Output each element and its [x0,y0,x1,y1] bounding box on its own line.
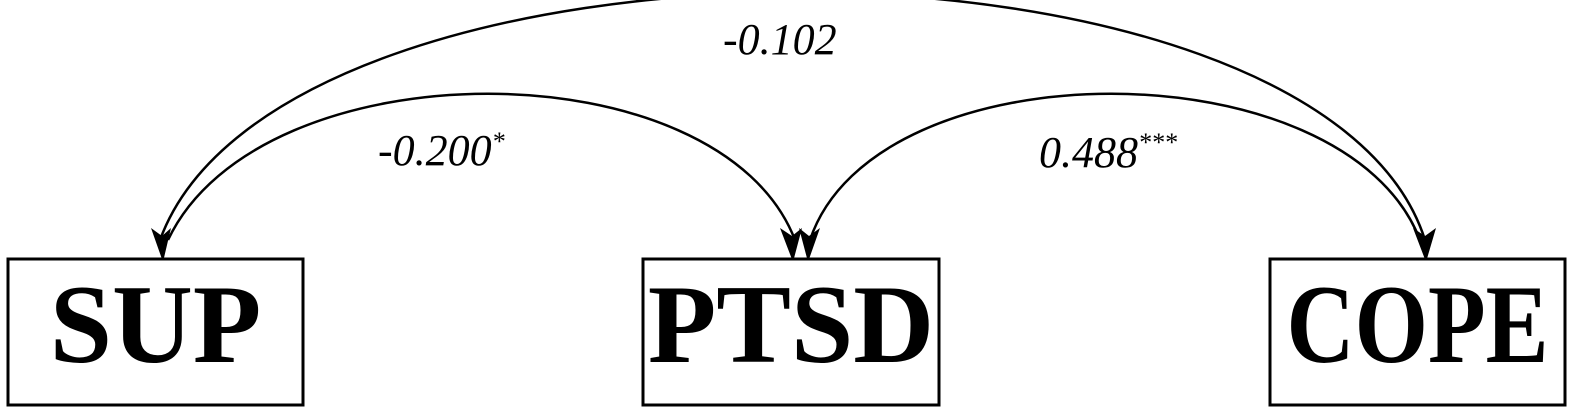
edge-sup-cope [158,0,1427,241]
node-ptsd-box [641,257,941,407]
coef-value: 0.488 [1039,128,1138,177]
coef-value: -0.200 [378,126,492,175]
edge-ptsd-cope [808,92,1422,241]
coef-value: -0.102 [723,15,837,64]
node-cope-box [1268,257,1567,407]
edge-sup-ptsd [166,92,797,241]
node-cope: COPE [1268,257,1567,407]
sig-stars: * [492,127,505,156]
sig-stars: *** [1138,128,1177,157]
coef-sup-cope: -0.102 [723,15,837,64]
arrowhead-ptsd-right [799,228,820,262]
node-sup-box [6,257,305,407]
node-ptsd: PTSD [641,257,941,407]
arrowhead-cope [1413,228,1436,262]
node-cope-label: COPE [1287,263,1549,387]
arrowhead-sup-outer [151,228,171,262]
arrowhead-ptsd-left [780,228,802,262]
coef-ptsd-cope: 0.488*** [1039,128,1177,177]
node-ptsd-label: PTSD [648,263,934,387]
node-sup: SUP [6,257,305,407]
node-sup-label: SUP [50,263,262,387]
coef-sup-ptsd: -0.200* [378,126,505,175]
